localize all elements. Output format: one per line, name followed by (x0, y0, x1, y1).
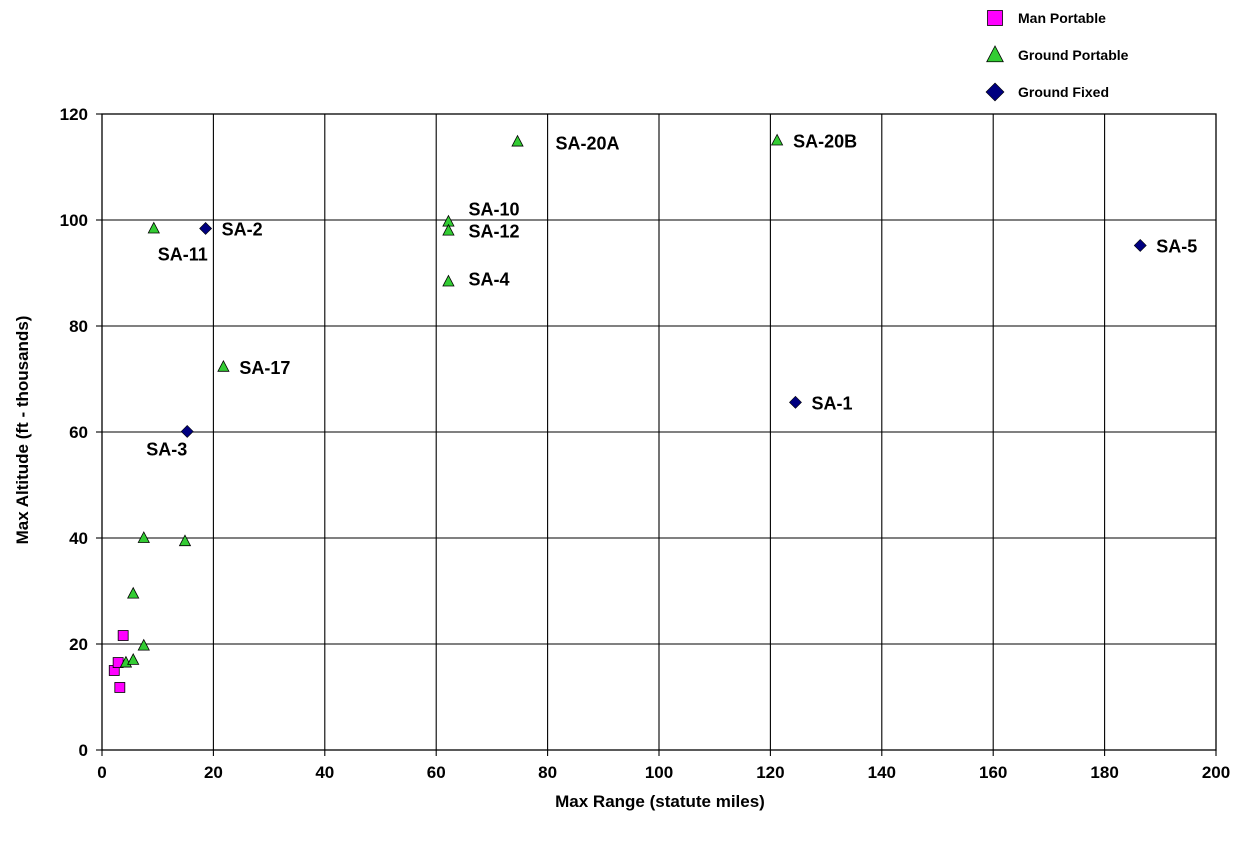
ground-fixed-point (789, 395, 802, 409)
point-label: SA-11 (158, 244, 208, 264)
point-label: SA-1 (811, 393, 852, 413)
legend-marker (987, 10, 1003, 26)
y-tick-label: 120 (60, 105, 88, 124)
x-tick-label: 80 (538, 763, 557, 782)
point-label: SA-17 (239, 358, 290, 378)
legend-marker (985, 82, 1005, 102)
ground-portable-point (178, 534, 192, 547)
man-portable-point (114, 682, 126, 693)
ground-fixed-point (199, 222, 213, 235)
ground-fixed-point (1133, 239, 1147, 252)
x-axis-title: Max Range (statute miles) (555, 792, 765, 811)
point-label: SA-5 (1156, 236, 1197, 256)
ground-portable-point (511, 134, 524, 147)
x-tick-label: 120 (756, 763, 784, 782)
point-label: SA-3 (146, 439, 187, 459)
x-tick-label: 100 (645, 763, 673, 782)
point-label: SA-10 (468, 200, 519, 220)
x-tick-label: 60 (427, 763, 446, 782)
point-label: SA-12 (468, 222, 519, 242)
point-label: SA-2 (222, 219, 263, 239)
point-label: SA-4 (468, 269, 509, 289)
ground-portable-point (770, 133, 784, 146)
y-tick-label: 80 (69, 317, 88, 336)
ground-portable-point (127, 653, 140, 665)
man-portable-point (117, 630, 129, 641)
point-label: SA-20A (556, 134, 620, 154)
ground-portable-point (137, 531, 150, 543)
legend: Man Portable Ground Portable Ground Fixed (985, 10, 1129, 102)
legend-label: Ground Fixed (1018, 84, 1109, 100)
x-tick-label: 40 (315, 763, 334, 782)
ground-portable-point (442, 274, 455, 287)
x-tick-label: 140 (868, 763, 896, 782)
ground-portable-point (442, 223, 455, 236)
ground-fixed-point (180, 425, 194, 438)
legend-label: Man Portable (1018, 10, 1106, 26)
ground-portable-point (137, 638, 150, 651)
y-tick-label: 40 (69, 529, 88, 548)
ground-portable-point (217, 359, 230, 372)
x-tick-label: 160 (979, 763, 1007, 782)
x-tick-label: 0 (97, 763, 106, 782)
x-tick-label: 20 (204, 763, 223, 782)
y-tick-label: 100 (60, 211, 88, 230)
x-axis-ticks: 0 20 40 60 80 100 120 140 160 180 200 (97, 750, 1230, 782)
legend-marker (986, 45, 1004, 63)
ground-portable-point (127, 586, 140, 599)
y-tick-label: 20 (69, 635, 88, 654)
y-axis-ticks: 0 20 40 60 80 100 120 (60, 105, 102, 760)
legend-label: Ground Portable (1018, 47, 1129, 63)
y-tick-label: 60 (69, 423, 88, 442)
y-axis-title: Max Altitude (ft - thousands) (13, 316, 32, 545)
grid-lines (101, 113, 1217, 751)
data-points (108, 133, 1147, 693)
ground-portable-point (147, 221, 160, 234)
x-tick-label: 200 (1202, 763, 1230, 782)
point-label: SA-20B (793, 132, 857, 152)
y-tick-label: 0 (79, 741, 88, 760)
x-tick-label: 180 (1090, 763, 1118, 782)
